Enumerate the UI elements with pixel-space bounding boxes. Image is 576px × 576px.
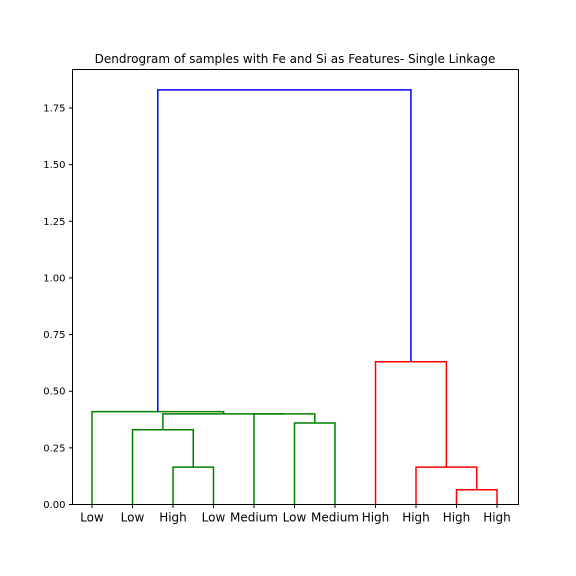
leaf-label: Low	[202, 511, 226, 525]
plot-frame	[72, 69, 519, 505]
y-tick-label: 1.25	[43, 217, 65, 228]
dendrogram-links	[91, 89, 498, 505]
y-tick-label: 0.00	[43, 500, 65, 511]
leaf-label: High	[362, 511, 390, 525]
y-tick-label: 0.75	[43, 330, 65, 341]
leaf-label: Low	[121, 511, 145, 525]
leaf-label: High	[483, 511, 511, 525]
dendrogram-link	[157, 89, 412, 412]
y-tick-label: 0.25	[43, 443, 65, 454]
y-tick-label: 1.50	[43, 160, 65, 171]
y-axis: 0.00 0.25 0.50 0.75 1.00 1.25 1.50 1.75	[43, 104, 73, 511]
dendrogram-link	[293, 422, 336, 505]
leaf-label: Medium	[311, 511, 359, 525]
y-tick-label: 1.75	[43, 104, 65, 115]
y-tick-label: 0.50	[43, 387, 65, 398]
dendrogram-link	[374, 361, 448, 505]
leaf-label: High	[402, 511, 430, 525]
dendrogram-link	[162, 413, 285, 430]
leaf-label: Low	[80, 511, 104, 525]
chart-title: Dendrogram of samples with Fe and Si as …	[95, 52, 496, 66]
leaf-label: Medium	[230, 511, 278, 525]
leaf-label: Low	[283, 511, 307, 525]
leaf-label: High	[443, 511, 471, 525]
leaf-label: High	[159, 511, 187, 525]
leaf-labels: Low Low High Low Medium Low Medium High High High…	[80, 504, 511, 525]
y-tick-label: 1.00	[43, 273, 65, 284]
